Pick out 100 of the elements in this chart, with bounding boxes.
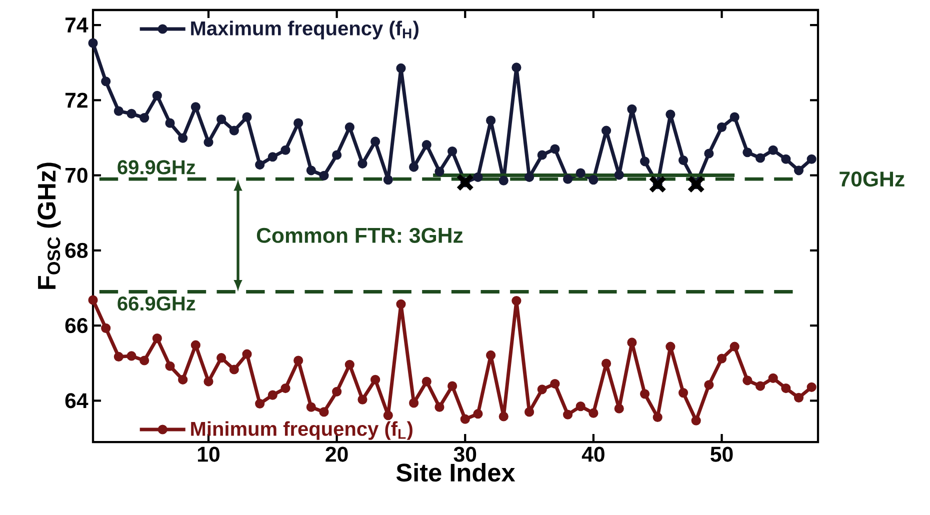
- point: [396, 299, 406, 309]
- legend-label: Minimum frequency (f$_{L}$): [191, 421, 412, 440]
- point: [126, 351, 136, 361]
- point: [537, 384, 547, 394]
- point: [704, 380, 714, 390]
- point: [114, 352, 124, 362]
- x-tick-label: 10: [198, 446, 220, 462]
- point: [152, 334, 162, 344]
- point: [140, 356, 150, 366]
- x-tick-label: 20: [326, 446, 348, 462]
- point: [422, 140, 432, 150]
- point: [294, 356, 304, 366]
- point: [280, 145, 290, 155]
- point: [640, 389, 650, 399]
- y-tick-label: 66: [65, 318, 88, 334]
- point: [242, 112, 252, 122]
- ref-line-label: 66.9GHz: [118, 296, 196, 311]
- point: [755, 381, 766, 391]
- point: [498, 176, 508, 186]
- point: [383, 410, 393, 420]
- point: [652, 412, 662, 422]
- point: [204, 376, 214, 386]
- point: [687, 175, 706, 194]
- point: [794, 392, 804, 402]
- point: [576, 168, 586, 178]
- point: [294, 118, 304, 128]
- point: [165, 118, 175, 128]
- point: [396, 63, 406, 74]
- x-tick-label: 30: [454, 446, 476, 462]
- point: [101, 323, 111, 333]
- point: [204, 137, 214, 148]
- point: [370, 136, 380, 146]
- point: [460, 414, 470, 424]
- point: [358, 158, 368, 168]
- point: [306, 402, 316, 412]
- point: [666, 110, 676, 120]
- point: [165, 361, 175, 371]
- point: [550, 144, 560, 154]
- point: [768, 145, 778, 155]
- point: [730, 342, 740, 352]
- point: [88, 295, 98, 305]
- point: [691, 416, 701, 426]
- point: [358, 394, 368, 404]
- point: [524, 407, 534, 417]
- point: [627, 338, 637, 348]
- point: [306, 166, 316, 176]
- point: [140, 113, 150, 123]
- point: [498, 412, 508, 422]
- point: [716, 354, 727, 364]
- point: [614, 170, 624, 180]
- point: [101, 76, 111, 86]
- point: [678, 388, 688, 398]
- point: [190, 102, 200, 112]
- point: [486, 350, 496, 360]
- point: [242, 349, 252, 359]
- point: [434, 402, 444, 412]
- y-tick-label: 74: [65, 18, 88, 32]
- point: [562, 174, 573, 184]
- point: [344, 360, 354, 370]
- text: 70GHz: [840, 172, 904, 187]
- point: [216, 353, 226, 363]
- point: [666, 342, 676, 352]
- legend-label: Maximum frequency (f$_{H}$): [191, 20, 418, 40]
- point: [601, 358, 612, 368]
- point: [229, 126, 239, 136]
- point: [576, 402, 586, 412]
- point: [268, 390, 278, 400]
- point: [319, 407, 329, 417]
- point: [152, 90, 162, 100]
- point: [216, 114, 226, 124]
- point: [319, 170, 329, 180]
- point: [178, 374, 188, 384]
- point: [88, 38, 98, 48]
- point: [190, 340, 200, 350]
- x-tick-label: 50: [710, 446, 733, 462]
- point: [768, 373, 778, 383]
- point: [614, 404, 624, 414]
- point: [268, 152, 278, 162]
- y-tick-label: 64: [65, 393, 88, 408]
- point: [648, 175, 667, 194]
- y-tick-label: 68: [65, 242, 88, 258]
- point: [332, 150, 342, 160]
- point: [434, 166, 444, 176]
- point: [448, 146, 458, 156]
- point: [280, 383, 290, 394]
- point: [730, 112, 740, 122]
- point: [550, 378, 560, 389]
- point: [806, 154, 816, 164]
- point: [755, 153, 766, 163]
- point: [588, 174, 598, 185]
- point: [255, 160, 265, 170]
- point: [806, 382, 816, 392]
- point: [781, 154, 791, 164]
- annotation: Common FTR: 3GHz: [256, 228, 463, 243]
- point: [781, 383, 791, 394]
- point: [794, 166, 804, 176]
- point: [588, 408, 598, 418]
- point: [126, 108, 136, 118]
- point: [456, 173, 474, 192]
- x-axis-title: Site Index: [396, 463, 516, 482]
